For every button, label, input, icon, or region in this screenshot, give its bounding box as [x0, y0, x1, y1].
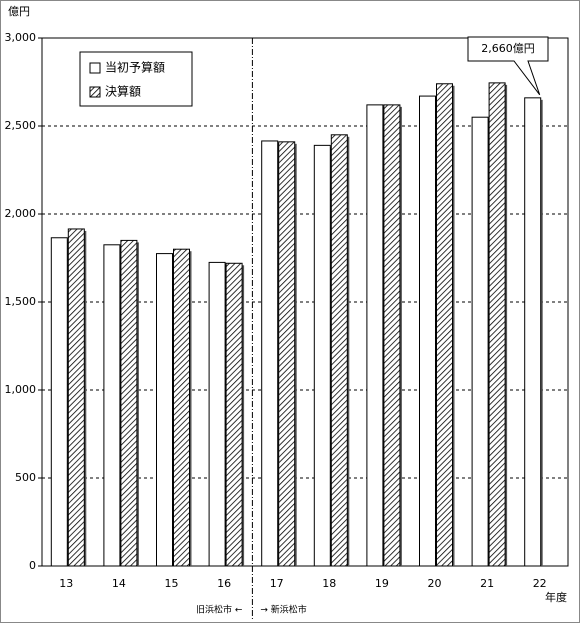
bar	[419, 95, 436, 567]
callout-box	[467, 36, 549, 96]
y-axis-label: 億円	[8, 5, 30, 18]
y-tick-label: 2,000	[5, 207, 37, 220]
divider-note: → 新浜松市	[260, 604, 306, 616]
legend-swatch	[89, 86, 101, 98]
bar	[120, 239, 138, 567]
x-tick-label: 19	[375, 577, 389, 590]
bar	[225, 262, 243, 567]
x-tick-label: 20	[428, 577, 442, 590]
x-axis-label: 年度	[545, 590, 567, 604]
x-tick-label: 13	[59, 577, 73, 590]
y-tick-label: 1,500	[5, 295, 37, 308]
bar	[330, 134, 348, 567]
y-tick-label: 2,500	[5, 119, 37, 132]
bar	[156, 253, 173, 567]
bar	[366, 104, 384, 567]
x-tick-label: 21	[480, 577, 494, 590]
bar	[208, 261, 226, 567]
y-tick-label: 1,000	[5, 383, 37, 396]
legend-label: 決算額	[105, 84, 141, 99]
x-tick-label: 14	[112, 577, 126, 590]
bar	[103, 244, 121, 567]
bar	[471, 116, 489, 567]
bar	[67, 228, 85, 567]
annotation: 2,660億円	[481, 42, 535, 55]
bar	[313, 144, 331, 567]
y-tick-label: 0	[29, 559, 36, 572]
bar	[383, 104, 401, 567]
y-tick-label: 3,000	[5, 31, 37, 44]
bar	[524, 97, 542, 567]
bar	[436, 83, 453, 567]
bar	[173, 248, 190, 567]
divider-note: 旧浜松市 ←	[196, 604, 243, 616]
legend-swatch	[89, 62, 101, 74]
x-tick-label: 17	[270, 577, 284, 590]
bar	[488, 82, 506, 567]
bar	[50, 237, 68, 567]
x-tick-label: 15	[165, 577, 179, 590]
bar	[261, 140, 279, 567]
x-tick-label: 18	[322, 577, 336, 590]
y-tick-label: 500	[15, 471, 36, 484]
x-tick-label: 22	[533, 577, 547, 590]
x-tick-label: 16	[217, 577, 231, 590]
legend-label: 当初予算額	[105, 60, 165, 75]
bar	[278, 141, 296, 567]
